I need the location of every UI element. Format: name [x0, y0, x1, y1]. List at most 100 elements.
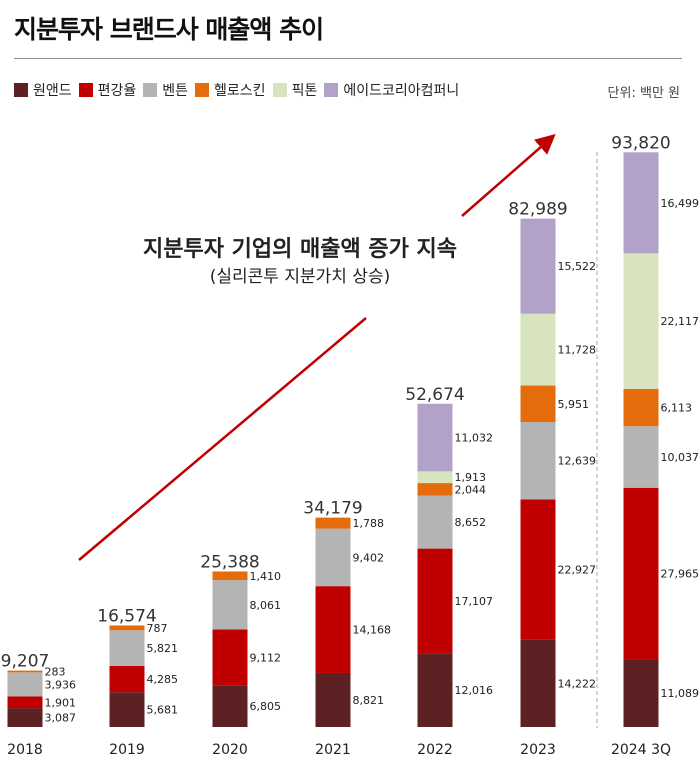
legend-item: 픽톤 — [272, 80, 318, 100]
total-value-label: 25,388 — [200, 552, 259, 572]
segment-value-label: 22,117 — [661, 315, 700, 328]
segment-value-label: 10,037 — [661, 451, 700, 464]
legend-swatch — [324, 83, 339, 97]
legend-swatch — [14, 83, 28, 97]
bar-segment — [623, 659, 659, 727]
legend-item: 에이드코리아컴퍼니 — [324, 80, 459, 100]
bar-segment — [623, 426, 659, 488]
bar-segment — [417, 403, 453, 472]
segment-value-label: 12,016 — [455, 684, 494, 697]
segment-value-label: 1,901 — [45, 696, 77, 709]
x-axis-tick-label: 2023 — [520, 742, 556, 758]
bar-segment — [212, 580, 248, 630]
legend-item: 원앤드 — [14, 80, 72, 100]
legend-swatch — [78, 83, 93, 97]
bar-segment — [315, 672, 351, 727]
bar-segment — [417, 495, 453, 549]
segment-value-label: 6,113 — [661, 402, 693, 415]
x-axis-tick-label: 2018 — [7, 742, 43, 758]
segment-value-label: 17,107 — [455, 595, 494, 608]
annotation-headline: 지분투자 기업의 매출액 증가 지속 — [143, 237, 457, 262]
legend-item: 편강율 — [78, 80, 137, 100]
segment-value-label: 11,089 — [661, 687, 700, 700]
legend-item: 벤튼 — [143, 80, 188, 100]
legend-label: 에이드코리아컴퍼니 — [343, 83, 460, 99]
bar-segment — [520, 639, 556, 727]
bar-segment — [7, 696, 43, 709]
x-axis-tick-label: 2022 — [417, 742, 453, 758]
bar-segment — [109, 630, 145, 666]
segment-value-label: 1,788 — [353, 517, 385, 530]
bar-segment — [417, 483, 453, 496]
x-axis-tick-label: 2019 — [109, 742, 145, 758]
bar-segment — [623, 152, 659, 254]
segment-value-label: 14,168 — [353, 624, 392, 637]
x-axis-tick-label: 2021 — [315, 742, 351, 758]
bar-segment — [417, 653, 453, 727]
bar-segment — [315, 517, 351, 529]
bar-segment — [520, 313, 556, 386]
segment-value-label: 22,927 — [558, 564, 597, 577]
segment-value-label: 5,821 — [147, 642, 179, 655]
bar-segment — [520, 421, 556, 500]
x-axis-tick-label: 2024 3Q — [611, 742, 671, 758]
legend-swatch — [272, 83, 287, 97]
bar-segment — [212, 629, 248, 686]
segment-value-label: 283 — [45, 665, 66, 678]
x-axis-tick-label: 2020 — [212, 742, 248, 758]
chart-title: 지분투자 브랜드사 매출액 추이 — [14, 15, 324, 44]
segment-value-label: 15,522 — [558, 260, 597, 273]
segment-value-label: 5,681 — [147, 704, 179, 717]
legend-label: 헬로스킨 — [214, 83, 266, 99]
legend-label: 원앤드 — [33, 83, 72, 99]
segment-value-label: 1,410 — [250, 570, 282, 583]
annotation-subtext: (실리콘투 지분가치 상승) — [210, 267, 390, 287]
segment-value-label: 11,728 — [558, 344, 597, 357]
bar-segment — [623, 487, 659, 660]
title-divider — [14, 58, 682, 59]
segment-value-label: 3,087 — [45, 712, 77, 725]
chart-legend: 원앤드 편강율 벤튼 헬로스킨 픽톤 에이드코리아컴퍼니 — [14, 80, 466, 100]
bar-segment — [417, 548, 453, 654]
legend-label: 벤튼 — [162, 83, 189, 99]
segment-value-label: 787 — [147, 622, 168, 635]
legend-item: 헬로스킨 — [195, 80, 266, 100]
segment-value-label: 4,285 — [147, 673, 179, 686]
bar-segment — [623, 253, 659, 389]
bar-segment — [315, 586, 351, 673]
total-value-label: 9,207 — [1, 652, 50, 672]
segment-value-label: 8,821 — [353, 694, 385, 707]
legend-swatch — [143, 83, 158, 97]
segment-value-label: 9,112 — [250, 651, 282, 664]
bar-segment — [520, 385, 556, 422]
bar-segment — [109, 665, 145, 693]
bar-segment — [520, 218, 556, 314]
bar-segment — [7, 672, 43, 697]
legend-swatch — [195, 83, 210, 97]
total-value-label: 93,820 — [611, 133, 670, 153]
bar-segment — [623, 388, 659, 427]
bar-segment — [212, 571, 248, 581]
total-value-label: 34,179 — [303, 499, 362, 519]
trend-arrow-lower — [78, 317, 367, 561]
bar-segment — [7, 708, 43, 727]
segment-value-label: 11,032 — [455, 432, 494, 445]
segment-value-label: 14,222 — [558, 677, 597, 690]
segment-value-label: 9,402 — [353, 551, 385, 564]
segment-value-label: 16,499 — [661, 197, 700, 210]
bar-segment — [212, 685, 248, 727]
legend-label: 편강율 — [97, 83, 137, 99]
segment-value-label: 27,965 — [661, 567, 700, 580]
bar-segment — [109, 692, 145, 727]
bar-segment — [109, 625, 145, 631]
bar-segment — [417, 471, 453, 484]
segment-value-label: 2,044 — [455, 483, 487, 496]
segment-value-label: 8,652 — [455, 516, 487, 529]
bar-segment — [315, 528, 351, 587]
trend-arrow-upper — [461, 134, 556, 217]
bar-segment — [7, 670, 43, 673]
legend-label: 픽톤 — [291, 83, 318, 99]
segment-value-label: 3,936 — [45, 678, 77, 691]
segment-value-label: 6,805 — [250, 700, 282, 713]
